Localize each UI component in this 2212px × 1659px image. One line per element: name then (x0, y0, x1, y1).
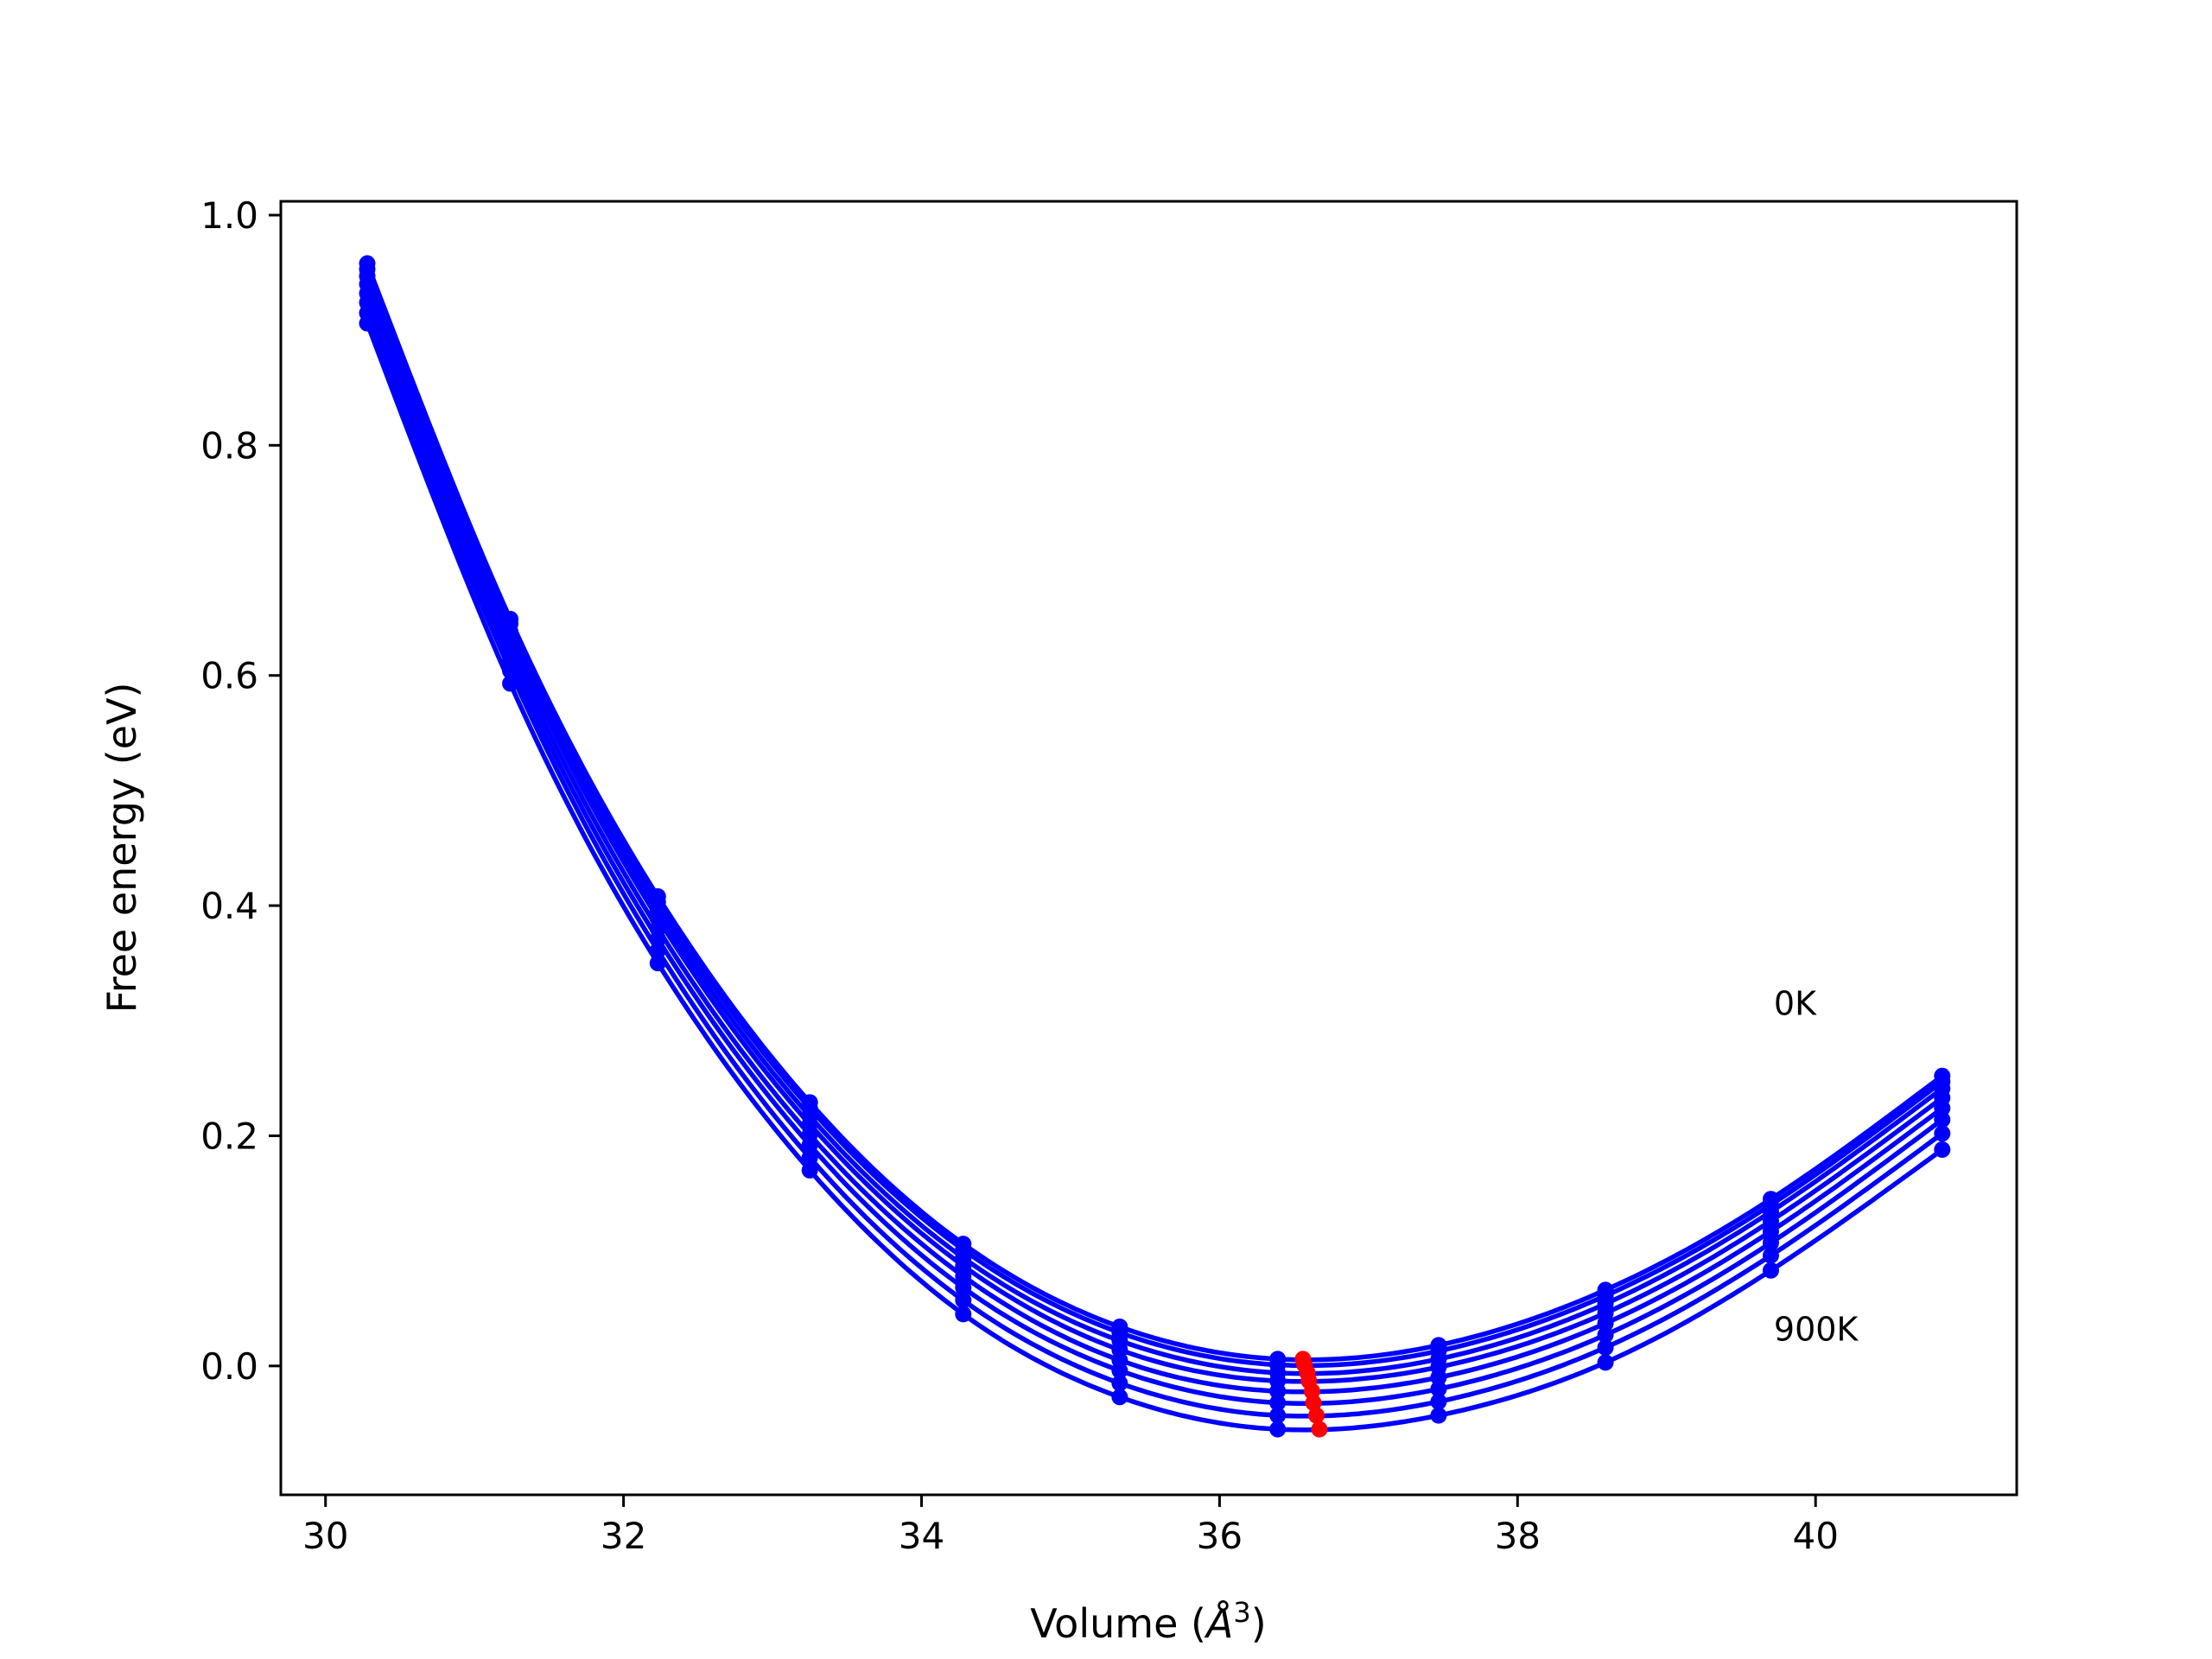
data-point (502, 675, 519, 692)
x-axis: 30 32 34 36 38 40 (302, 1495, 1839, 1557)
data-point (801, 1136, 818, 1154)
data-point (1597, 1354, 1614, 1371)
series-line-2 (365, 275, 1944, 1376)
data-point (1269, 1421, 1287, 1438)
data-point (1597, 1326, 1614, 1344)
data-point (1430, 1369, 1447, 1386)
data-point (1597, 1339, 1614, 1357)
series-line-0 (365, 262, 1944, 1363)
data-point (1597, 1315, 1614, 1332)
series-line-5 (365, 302, 1944, 1407)
y-axis-title: Free energy (eV) (99, 683, 145, 1014)
x-tick-label: 30 (302, 1515, 348, 1557)
x-tick-label: 32 (601, 1515, 646, 1557)
data-point (1762, 1247, 1779, 1264)
y-tick-label: 0.8 (200, 424, 258, 467)
data-point (1762, 1234, 1779, 1251)
y-tick-label: 1.0 (200, 194, 258, 237)
series-layer (359, 255, 1951, 1438)
series-line-6 (365, 312, 1944, 1419)
data-point (1269, 1394, 1287, 1411)
data-point (1269, 1407, 1287, 1424)
data-point (1269, 1382, 1287, 1400)
data-point (1430, 1393, 1447, 1410)
data-point (1430, 1407, 1447, 1424)
series-line-7 (365, 322, 1944, 1433)
minimum-point (1308, 1407, 1325, 1424)
data-point (1934, 1099, 1951, 1116)
x-tick-label: 36 (1197, 1515, 1243, 1557)
data-point (955, 1279, 972, 1296)
data-point (1934, 1141, 1951, 1158)
data-point (1111, 1375, 1128, 1392)
data-point (649, 955, 666, 972)
x-tick-label: 34 (899, 1515, 944, 1557)
data-point (1430, 1380, 1447, 1397)
data-point (1934, 1125, 1951, 1142)
annotations: 0K 900K (1774, 985, 1859, 1349)
y-tick-label: 0.4 (200, 885, 258, 927)
data-point (1111, 1362, 1128, 1379)
y-tick-label: 0.2 (200, 1115, 258, 1157)
minimum-point (1311, 1421, 1328, 1438)
minimum-point (1305, 1394, 1322, 1411)
data-point (1762, 1262, 1779, 1279)
plot-frame (279, 200, 2018, 1497)
x-axis-title: Volume (Å3) (1030, 1596, 1266, 1647)
y-tick-label: 0.6 (200, 655, 258, 697)
temperature-label: 0K (1774, 985, 1817, 1023)
x-tick-label: 38 (1495, 1515, 1541, 1557)
x-tick-label: 40 (1792, 1515, 1838, 1557)
minima-layer (1294, 1351, 1328, 1438)
series-line-1 (365, 268, 1944, 1369)
data-point (801, 1149, 818, 1166)
series-line-4 (365, 292, 1944, 1395)
data-point (1111, 1389, 1128, 1406)
series-line-3 (365, 283, 1944, 1384)
data-point (955, 1292, 972, 1309)
data-point (1934, 1111, 1951, 1128)
y-tick-label: 0.0 (200, 1345, 258, 1388)
y-axis: 0.0 0.2 0.4 0.6 0.8 1.0 (200, 194, 281, 1388)
data-point (801, 1161, 818, 1179)
data-point (955, 1268, 972, 1285)
data-point (359, 315, 376, 332)
data-point (955, 1306, 972, 1323)
data-point (1762, 1223, 1779, 1240)
temperature-label: 900K (1774, 1311, 1859, 1349)
